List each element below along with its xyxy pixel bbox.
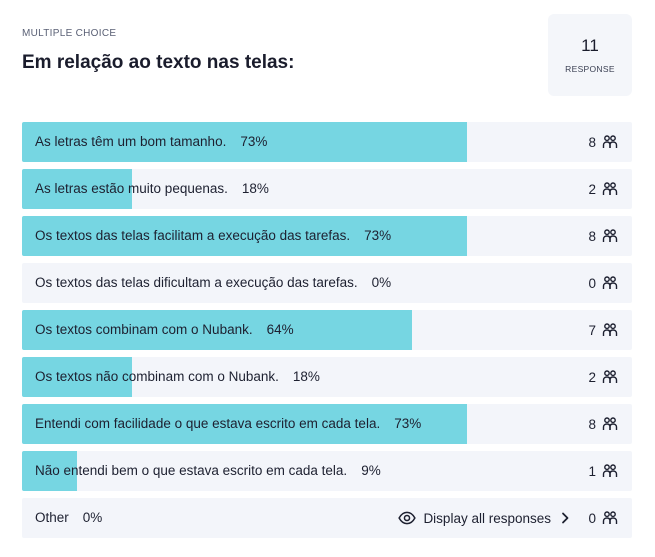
option-result-bar [22,357,132,397]
option-row: Entendi com facilidade o que estava escr… [22,404,632,444]
option-percentage: 9% [361,463,381,478]
answer-options-list: As letras têm um bom tamanho. 73% 8 As letr… [22,122,632,538]
people-icon [602,370,618,383]
people-icon [602,464,618,477]
option-row: Os textos combinam com o Nubank. 64% 7 [22,310,632,350]
option-row: Não entendi bem o que estava escrito em … [22,451,632,491]
response-count: 11 [581,36,599,55]
option-percentage: 64% [266,322,294,337]
option-percentage: 18% [241,181,269,196]
people-icon [602,417,618,430]
option-label: Os textos das telas facilitam a execução… [35,228,351,243]
eye-icon [398,511,417,525]
option-count: 8 [588,134,596,150]
option-row-other: Other 0% Display all responses 0 [22,498,632,538]
option-count: 8 [588,416,596,432]
option-label: Other [35,510,69,525]
option-row: Os textos das telas dificultam a execuçã… [22,263,632,303]
people-icon [602,229,618,242]
option-count: 0 [588,510,596,526]
response-count-label: RESPONSE [565,64,615,74]
option-count: 0 [588,275,596,291]
option-result-bar [22,122,468,162]
chevron-right-icon [562,512,569,524]
option-percentage: 73% [240,134,268,149]
option-percentage: 0% [371,275,392,290]
people-icon [602,511,618,524]
option-result-bar [22,451,77,491]
people-icon [602,135,618,148]
option-count: 8 [588,228,596,244]
option-percentage: 73% [394,416,422,431]
option-row: As letras têm um bom tamanho. 73% 8 [22,122,632,162]
option-label: Entendi com facilidade o que estava escr… [35,416,381,431]
option-percentage: 18% [292,369,320,384]
option-label: Os textos das telas dificultam a execuçã… [35,275,358,290]
option-count: 7 [588,322,596,338]
option-result-bar [22,310,413,350]
option-result-bar [22,404,468,444]
option-label: Não entendi bem o que estava escrito em … [35,463,348,478]
people-icon [602,182,618,195]
option-row: Os textos das telas facilitam a execução… [22,216,632,256]
option-label: As letras têm um bom tamanho. [35,134,227,149]
option-label: Os textos combinam com o Nubank. [35,322,253,337]
option-percentage: 0% [82,510,103,525]
option-label: As letras estão muito pequenas. [35,181,228,196]
option-count: 1 [588,463,596,479]
people-icon [602,276,618,289]
option-row: As letras estão muito pequenas. 18% 2 [22,169,632,209]
option-count: 2 [588,181,596,197]
people-icon [602,323,618,336]
response-count-card: 11 RESPONSE [548,14,632,96]
option-result-bar [22,169,132,209]
option-row: Os textos não combinam com o Nubank. 18% 2 [22,357,632,397]
option-label: Os textos não combinam com o Nubank. [35,369,279,384]
display-all-responses-label: Display all responses [423,510,551,526]
option-count: 2 [588,369,596,385]
option-percentage: 73% [364,228,392,243]
display-all-responses-button[interactable]: Display all responses [398,498,570,538]
question-title: Em relação ao texto nas telas: [22,52,295,73]
question-type-label: MULTIPLE CHOICE [22,28,117,39]
option-result-bar [22,216,468,256]
